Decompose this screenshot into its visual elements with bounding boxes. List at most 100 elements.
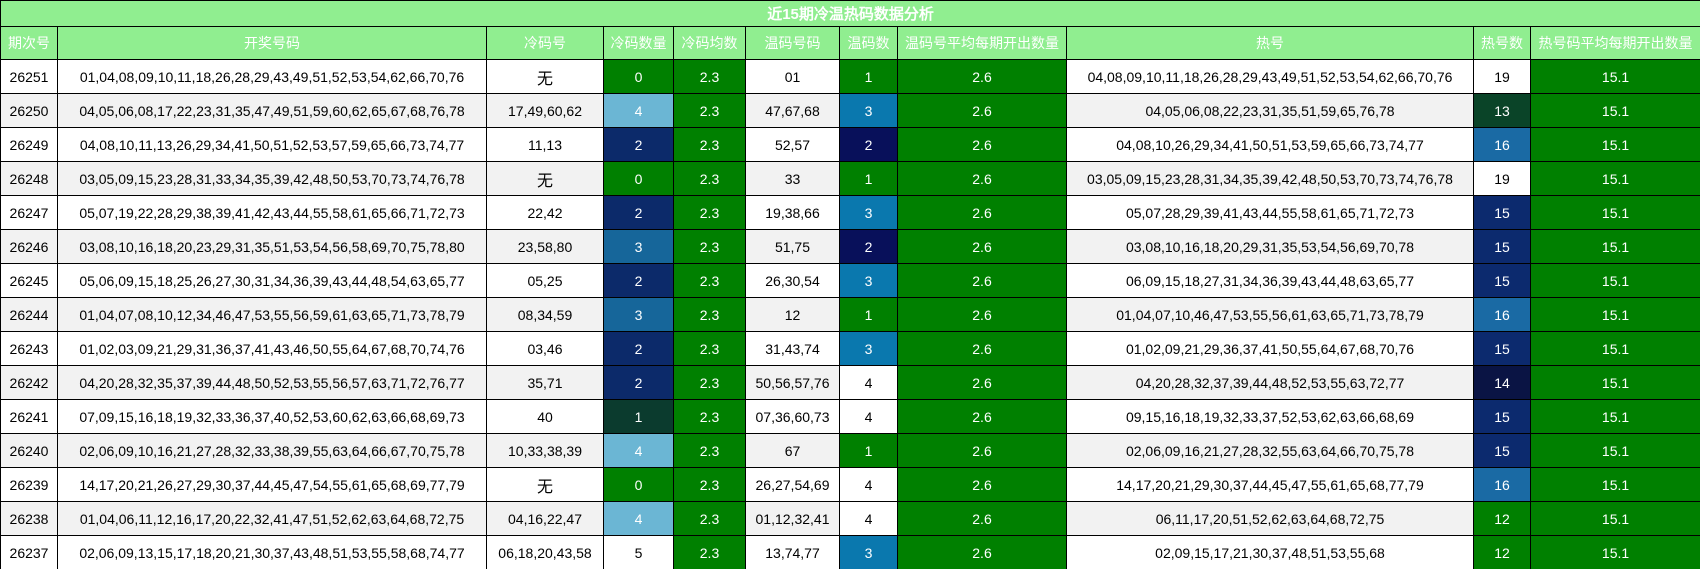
column-header: 热号码平均每期开出数量	[1529, 26, 1700, 60]
table-cell: 2.3	[673, 161, 746, 196]
table-row: 26237 02,06,09,13,15,17,18,20,21,30,37,43…	[0, 535, 1700, 569]
table-cell: 4	[839, 365, 898, 400]
table-cell: 04,16,22,47	[486, 501, 604, 536]
table-cell: 26237	[0, 535, 58, 569]
table-cell: 1	[839, 161, 898, 196]
table-cell: 2.6	[897, 467, 1067, 502]
table-cell: 11,13	[486, 127, 604, 162]
table-cell: 07,36,60,73	[745, 399, 840, 434]
table-cell: 1	[839, 297, 898, 332]
table-cell: 15.1	[1529, 467, 1700, 502]
table-row: 26247 05,07,19,22,28,29,38,39,41,42,43,44…	[0, 195, 1700, 230]
column-header: 冷码数量	[603, 26, 674, 60]
table-cell: 03,46	[486, 331, 604, 366]
table-cell: 1	[603, 399, 674, 434]
table-cell: 5	[603, 535, 674, 569]
table-cell: 2.6	[897, 297, 1067, 332]
title-row: 近15期冷温热码数据分析	[0, 0, 1700, 27]
table-cell: 33	[745, 161, 840, 196]
table-row: 26242 04,20,28,32,35,37,39,44,48,50,52,53…	[0, 365, 1700, 400]
table-cell: 14,17,20,21,29,30,37,44,45,47,55,61,65,6…	[1066, 467, 1474, 502]
column-header: 冷码号	[486, 26, 604, 60]
table-row: 26250 04,05,06,08,17,22,23,31,35,47,49,51…	[0, 93, 1700, 128]
table-cell: 13,74,77	[745, 535, 840, 569]
table-cell: 12	[745, 297, 840, 332]
table-cell: 15.1	[1529, 161, 1700, 196]
column-header: 温码号平均每期开出数量	[897, 26, 1067, 60]
table-cell: 2.6	[897, 263, 1067, 298]
table-cell: 15	[1473, 263, 1531, 298]
column-header: 温码数	[839, 26, 898, 60]
table-cell: 10,33,38,39	[486, 433, 604, 468]
table-cell: 03,05,09,15,23,28,31,33,34,35,39,42,48,5…	[57, 161, 487, 196]
table-cell: 26241	[0, 399, 58, 434]
table-cell: 23,58,80	[486, 229, 604, 264]
table-cell: 19	[1473, 161, 1531, 196]
table-cell: 2	[603, 263, 674, 298]
table-row: 26244 01,04,07,08,10,12,34,46,47,53,55,56…	[0, 297, 1700, 332]
table-cell: 2	[603, 365, 674, 400]
table-cell: 07,09,15,16,18,19,32,33,36,37,40,52,53,6…	[57, 399, 487, 434]
table-cell: 15.1	[1529, 399, 1700, 434]
table-cell: 06,11,17,20,51,52,62,63,64,68,72,75	[1066, 501, 1474, 536]
table-cell: 16	[1473, 297, 1531, 332]
table-cell: 1	[839, 433, 898, 468]
table-cell: 2.6	[897, 501, 1067, 536]
table-cell: 2.6	[897, 535, 1067, 569]
table-cell: 26245	[0, 263, 58, 298]
table-cell: 15.1	[1529, 501, 1700, 536]
table-cell: 01,04,07,08,10,12,34,46,47,53,55,56,59,6…	[57, 297, 487, 332]
table-cell: 02,06,09,13,15,17,18,20,21,30,37,43,48,5…	[57, 535, 487, 569]
table-cell: 3	[839, 263, 898, 298]
table-cell: 15	[1473, 433, 1531, 468]
table-cell: 3	[839, 93, 898, 128]
table-cell: 2.3	[673, 297, 746, 332]
table-cell: 3	[603, 229, 674, 264]
table-cell: 35,71	[486, 365, 604, 400]
table-cell: 15.1	[1529, 433, 1700, 468]
table-cell: 16	[1473, 127, 1531, 162]
table-cell: 04,08,10,11,13,26,29,34,41,50,51,52,53,5…	[57, 127, 487, 162]
table-cell: 26240	[0, 433, 58, 468]
table-row: 26241 07,09,15,16,18,19,32,33,36,37,40,52…	[0, 399, 1700, 434]
table-cell: 4	[603, 501, 674, 536]
table-cell: 26250	[0, 93, 58, 128]
table-cell: 15	[1473, 195, 1531, 230]
table-cell: 19	[1473, 59, 1531, 94]
table-cell: 67	[745, 433, 840, 468]
table-cell: 0	[603, 59, 674, 94]
table-cell: 04,05,06,08,22,23,31,35,51,59,65,76,78	[1066, 93, 1474, 128]
table-cell: 12	[1473, 501, 1531, 536]
table-cell: 04,20,28,32,37,39,44,48,52,53,55,63,72,7…	[1066, 365, 1474, 400]
table-cell: 2.6	[897, 229, 1067, 264]
column-header: 开奖号码	[57, 26, 487, 60]
table-cell: 26249	[0, 127, 58, 162]
table-cell: 26239	[0, 467, 58, 502]
table-cell: 2.3	[673, 399, 746, 434]
table-row: 26246 03,08,10,16,18,20,23,29,31,35,51,53…	[0, 229, 1700, 264]
table-cell: 3	[839, 195, 898, 230]
table-cell: 2	[603, 195, 674, 230]
table-cell: 无	[486, 467, 604, 502]
table-cell: 02,06,09,16,21,27,28,32,55,63,64,66,70,7…	[1066, 433, 1474, 468]
table-cell: 无	[486, 59, 604, 94]
table-cell: 47,67,68	[745, 93, 840, 128]
table-cell: 0	[603, 467, 674, 502]
column-header: 期次号	[0, 26, 58, 60]
table-cell: 04,20,28,32,35,37,39,44,48,50,52,53,55,5…	[57, 365, 487, 400]
table-cell: 2.6	[897, 195, 1067, 230]
table-cell: 05,25	[486, 263, 604, 298]
table-cell: 31,43,74	[745, 331, 840, 366]
table-row: 26245 05,06,09,15,18,25,26,27,30,31,34,36…	[0, 263, 1700, 298]
header-row: 期次号 开奖号码 冷码号 冷码数量 冷码均数 温码号码 温码数 温码号平均每期开出数量 热号 热号…	[0, 26, 1700, 60]
table-cell: 2.3	[673, 433, 746, 468]
table-cell: 26,30,54	[745, 263, 840, 298]
table-cell: 04,05,06,08,17,22,23,31,35,47,49,51,59,6…	[57, 93, 487, 128]
table-row: 26248 03,05,09,15,23,28,31,33,34,35,39,42…	[0, 161, 1700, 196]
table-cell: 06,18,20,43,58	[486, 535, 604, 569]
table-cell: 12	[1473, 535, 1531, 569]
table-cell: 26238	[0, 501, 58, 536]
table-cell: 13	[1473, 93, 1531, 128]
